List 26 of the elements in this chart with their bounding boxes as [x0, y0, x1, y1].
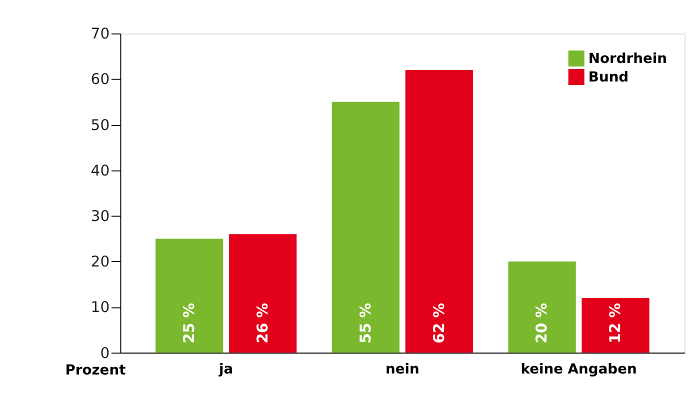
data-label: 55 % — [357, 302, 374, 344]
bar — [582, 298, 650, 353]
y-tick-label: 70 — [90, 26, 110, 43]
bar — [332, 102, 400, 353]
data-label: 20 % — [534, 302, 551, 344]
bar — [156, 238, 224, 353]
bar — [508, 261, 576, 353]
legend-label: Nordrhein — [588, 51, 667, 68]
y-tick-label: 10 — [90, 299, 110, 316]
y-tick-label: 0 — [100, 344, 110, 362]
y-tick-label: 40 — [90, 162, 110, 180]
y-tick-label: 50 — [90, 116, 110, 134]
y-axis-title: Prozent — [65, 362, 126, 378]
bar — [405, 70, 473, 353]
y-tick-label: 20 — [90, 254, 110, 271]
data-label: 25 % — [180, 302, 198, 344]
data-label: 12 % — [607, 302, 624, 344]
y-tick-label: 60 — [90, 71, 110, 88]
bar — [229, 234, 297, 353]
data-label: 62 % — [430, 302, 448, 344]
data-label: 26 % — [254, 302, 272, 344]
x-tick-label: nein — [385, 362, 420, 378]
x-tick-label: ja — [218, 362, 234, 378]
y-tick-label: 30 — [90, 208, 110, 225]
legend-label: Bund — [588, 70, 629, 86]
x-tick-label: keine Angaben — [520, 362, 637, 378]
